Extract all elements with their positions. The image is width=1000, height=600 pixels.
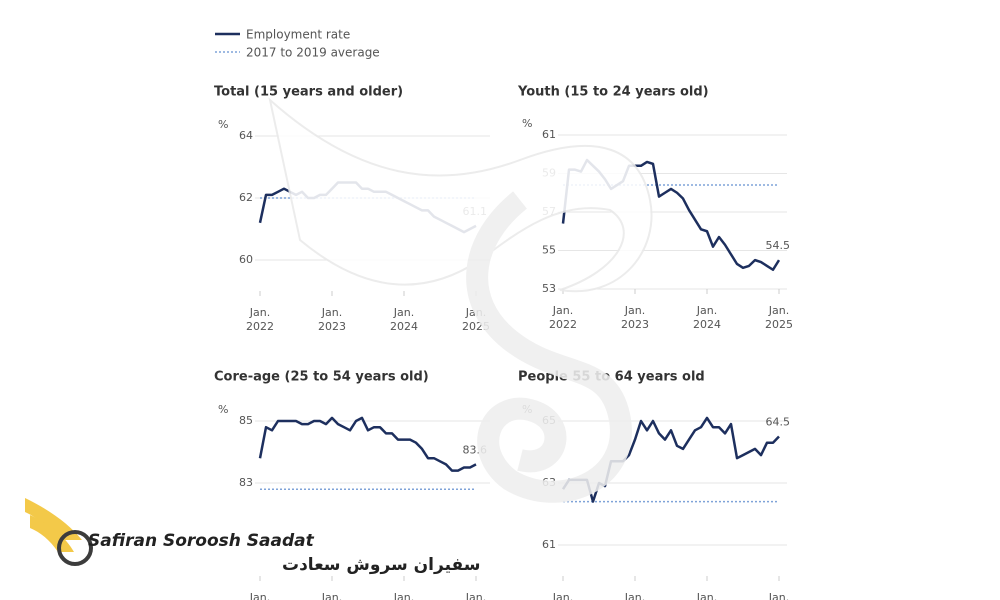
x-tick-label: Jan.2023 bbox=[318, 591, 346, 600]
watermark-wing bbox=[268, 97, 653, 293]
logo-wing bbox=[25, 498, 82, 540]
data-label: 64.5 bbox=[766, 416, 791, 429]
x-tick-label: Jan.2022 bbox=[246, 306, 274, 333]
y-tick-label: 61 bbox=[542, 128, 556, 141]
logo-swirl bbox=[57, 530, 93, 566]
x-tick-label: Jan.2024 bbox=[693, 304, 721, 331]
y-axis-label: % bbox=[218, 403, 228, 416]
y-tick-label: 53 bbox=[542, 282, 556, 295]
x-tick-label: Jan.2025 bbox=[462, 591, 490, 600]
y-tick-label: 62 bbox=[239, 191, 253, 204]
y-tick-label: 55 bbox=[542, 244, 556, 257]
x-tick-label: Jan.2023 bbox=[318, 306, 346, 333]
x-tick-label: Jan.2023 bbox=[621, 304, 649, 331]
y-axis-label: % bbox=[218, 118, 228, 131]
x-tick-label: Jan.2023 bbox=[621, 591, 649, 600]
x-tick-label: Jan.2022 bbox=[246, 591, 274, 600]
y-tick-label: 64 bbox=[239, 129, 253, 142]
y-tick-label: 61 bbox=[542, 538, 556, 551]
watermark-text: Safiran Soroosh Saadat bbox=[88, 531, 315, 551]
watermark-swirl bbox=[466, 191, 632, 503]
y-tick-label: 60 bbox=[239, 253, 253, 266]
legend-label: 2017 to 2019 average bbox=[246, 46, 380, 60]
panel-title: Total (15 years and older) bbox=[214, 85, 403, 100]
y-axis-label: % bbox=[522, 117, 532, 130]
x-tick-label: Jan.2022 bbox=[549, 304, 577, 331]
legend-label: Employment rate bbox=[246, 28, 350, 42]
data-line bbox=[258, 416, 477, 472]
x-tick-label: Jan.2025 bbox=[765, 591, 793, 600]
x-tick-label: Jan.2024 bbox=[390, 306, 418, 333]
watermark-text: سفیران سروش سعادت bbox=[282, 555, 480, 575]
x-tick-label: Jan.2024 bbox=[390, 591, 418, 600]
panel-title: Core-age (25 to 54 years old) bbox=[214, 370, 429, 385]
logo-wing bbox=[30, 515, 74, 552]
watermark bbox=[25, 97, 653, 566]
x-tick-label: Jan.2025 bbox=[765, 304, 793, 331]
x-tick-label: Jan.2024 bbox=[693, 591, 721, 600]
y-tick-label: 83 bbox=[239, 476, 253, 489]
panel-title: Youth (15 to 24 years old) bbox=[517, 85, 709, 100]
y-tick-label: 85 bbox=[239, 414, 253, 427]
data-label: 54.5 bbox=[766, 239, 791, 252]
x-tick-label: Jan.2022 bbox=[549, 591, 577, 600]
